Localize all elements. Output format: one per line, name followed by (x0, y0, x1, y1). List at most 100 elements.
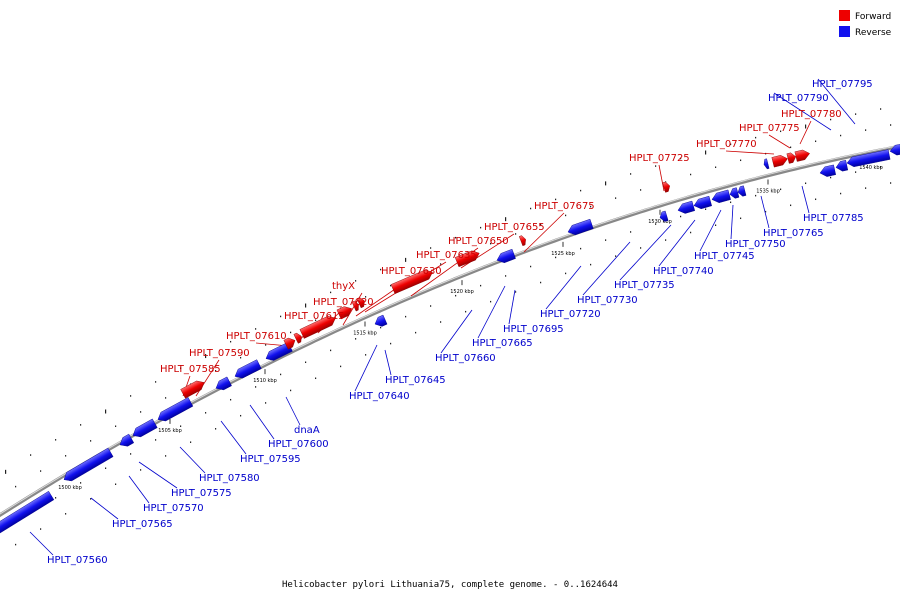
forward-gene-label[interactable]: HPLT_07675 (534, 201, 595, 212)
reverse-leader-line (138, 461, 178, 489)
reverse-leader-line (354, 344, 378, 392)
forward-gene-label[interactable]: HPLT_07725 (629, 153, 690, 164)
reverse-gene[interactable] (566, 218, 594, 237)
reverse-gene[interactable] (763, 158, 770, 170)
forward-gene[interactable] (662, 181, 672, 193)
reverse-gene[interactable] (233, 359, 262, 381)
forward-gene[interactable] (454, 249, 481, 268)
gene-arrow (0, 490, 55, 535)
position-marker (840, 192, 842, 195)
forward-gene-label[interactable]: HPLT_07615 (284, 311, 345, 322)
forward-gene[interactable] (336, 304, 354, 320)
forward-gene[interactable] (283, 336, 297, 350)
reverse-gene[interactable] (677, 200, 696, 215)
position-marker (365, 354, 367, 356)
reverse-gene-label[interactable]: HPLT_07720 (540, 309, 601, 320)
forward-gene[interactable] (390, 268, 434, 294)
forward-gene-label[interactable]: HPLT_07590 (189, 348, 250, 359)
forward-gene-label[interactable]: HPLT_07780 (781, 109, 842, 120)
reverse-gene[interactable] (846, 149, 891, 168)
gene-arrow (215, 376, 232, 391)
position-marker (815, 198, 817, 201)
forward-gene-label[interactable]: HPLT_07655 (484, 222, 545, 233)
reverse-gene[interactable] (889, 143, 900, 157)
gene-arrow (771, 155, 788, 168)
reverse-gene-label[interactable]: HPLT_07645 (385, 375, 446, 386)
position-marker (315, 319, 317, 322)
reverse-gene[interactable] (835, 160, 849, 172)
reverse-gene-label[interactable]: HPLT_07795 (812, 79, 873, 90)
reverse-gene[interactable] (214, 376, 232, 393)
position-marker (405, 315, 407, 318)
forward-gene[interactable] (356, 296, 367, 309)
forward-gene-label[interactable]: HPLT_07585 (160, 364, 221, 375)
reverse-gene[interactable] (118, 433, 135, 449)
forward-gene-label[interactable]: thyX (332, 281, 355, 292)
reverse-gene-label[interactable]: HPLT_07695 (503, 324, 564, 335)
reverse-gene-label[interactable]: HPLT_07595 (240, 454, 301, 465)
genome-backbone (0, 144, 900, 518)
forward-gene-label[interactable]: HPLT_07770 (696, 139, 757, 150)
reverse-gene-label[interactable]: HPLT_07570 (143, 503, 204, 514)
reverse-gene-label[interactable]: HPLT_07765 (763, 228, 824, 239)
reverse-gene-label[interactable]: HPLT_07640 (349, 391, 410, 402)
forward-gene[interactable] (351, 300, 361, 312)
reverse-gene[interactable] (737, 185, 747, 197)
forward-gene[interactable] (771, 154, 789, 168)
forward-gene[interactable] (299, 314, 338, 339)
reverse-gene[interactable] (729, 187, 740, 200)
reverse-gene-label[interactable]: HPLT_07735 (614, 280, 675, 291)
reverse-gene-label[interactable]: HPLT_07560 (47, 555, 108, 566)
forward-gene[interactable] (794, 149, 811, 162)
reverse-leader-line (658, 219, 696, 267)
position-marker (740, 217, 742, 220)
reverse-leader-line (760, 195, 770, 229)
position-marker (40, 528, 42, 530)
forward-gene[interactable] (786, 152, 797, 164)
reverse-gene-label[interactable]: dnaA (294, 425, 320, 436)
reverse-gene[interactable] (0, 490, 55, 537)
reverse-gene-label[interactable]: HPLT_07745 (694, 251, 755, 262)
reverse-gene-label[interactable]: HPLT_07785 (803, 213, 864, 224)
forward-gene-label[interactable]: HPLT_07620 (313, 297, 374, 308)
reverse-gene-label[interactable]: HPLT_07660 (435, 353, 496, 364)
reverse-gene-label[interactable]: HPLT_07575 (171, 488, 232, 499)
position-marker (80, 424, 82, 426)
forward-gene-label[interactable]: HPLT_07630 (381, 266, 442, 277)
reverse-gene[interactable] (819, 164, 836, 178)
position-marker (515, 233, 517, 235)
reverse-gene-label[interactable]: HPLT_07790 (768, 93, 829, 104)
position-marker (305, 303, 307, 308)
reverse-gene[interactable] (373, 314, 388, 329)
forward-gene[interactable] (293, 332, 304, 344)
position-marker (355, 280, 357, 282)
reverse-gene-label[interactable]: HPLT_07580 (199, 473, 260, 484)
position-marker (565, 214, 567, 217)
forward-gene-label[interactable]: HPLT_07775 (739, 123, 800, 134)
forward-gene[interactable] (518, 235, 527, 247)
reverse-gene[interactable] (659, 210, 669, 223)
reverse-gene[interactable] (131, 418, 158, 440)
reverse-gene-label[interactable]: HPLT_07740 (653, 266, 714, 277)
position-marker (790, 204, 792, 207)
reverse-gene[interactable] (495, 248, 516, 265)
gene-arrow (336, 306, 352, 320)
position-marker (630, 173, 632, 175)
reverse-gene-label[interactable]: HPLT_07565 (112, 519, 173, 530)
forward-gene-label[interactable]: HPLT_07635 (416, 250, 477, 261)
position-marker (465, 310, 467, 313)
reverse-gene[interactable] (156, 397, 194, 423)
reverse-gene[interactable] (61, 447, 114, 484)
position-marker (640, 189, 642, 191)
reverse-gene-label[interactable]: HPLT_07665 (472, 338, 533, 349)
forward-gene[interactable] (180, 378, 207, 399)
reverse-gene[interactable] (711, 189, 731, 204)
reverse-gene[interactable] (693, 195, 712, 210)
reverse-gene-label[interactable]: HPLT_07730 (577, 295, 638, 306)
reverse-gene-label[interactable]: HPLT_07750 (725, 239, 786, 250)
forward-gene-label[interactable]: HPLT_07610 (226, 331, 287, 342)
position-marker (105, 467, 107, 469)
reverse-gene-label[interactable]: HPLT_07600 (268, 439, 329, 450)
gene-arrow (496, 248, 516, 263)
forward-gene-label[interactable]: HPLT_07650 (448, 236, 509, 247)
